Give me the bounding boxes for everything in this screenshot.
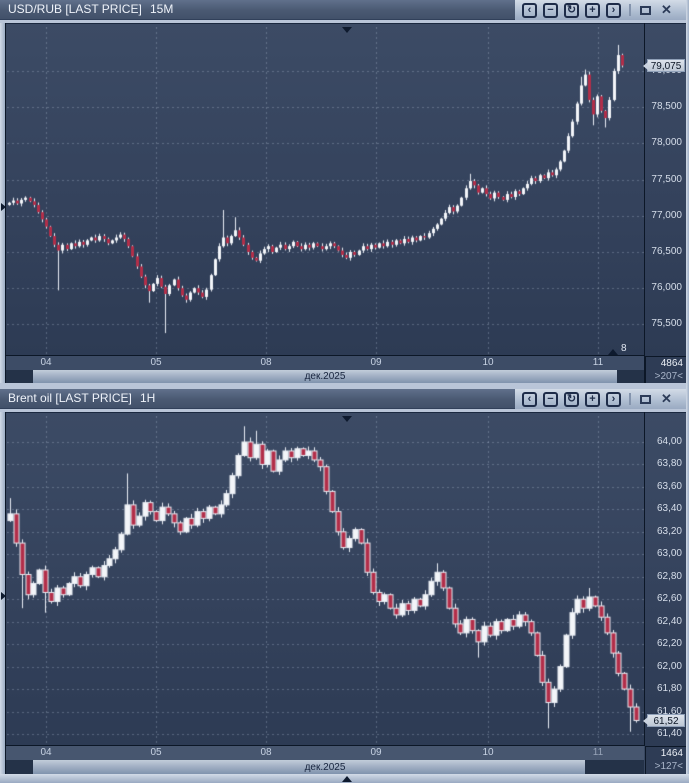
y-axis-label: 63,40 <box>656 503 682 514</box>
usdrub-panel-titlebar: USD/RUB [LAST PRICE] 15M ‹ − ↻ + › ✕ <box>0 0 689 20</box>
usdrub-left-scroll-strip[interactable] <box>0 23 6 383</box>
usdrub-last-price-tag: 79,075 <box>643 59 685 72</box>
x-axis-day-label: 08 <box>260 747 272 758</box>
scroll-position-down-arrow-icon <box>342 416 352 422</box>
x-axis-day-label: 09 <box>370 357 382 368</box>
toolbar-divider <box>629 4 631 16</box>
window-right-border <box>686 0 689 783</box>
window-bottom-border <box>0 774 689 783</box>
scroll-position-up-arrow-icon <box>342 776 352 782</box>
usdrub-bar-counter: 4864 >207< <box>645 356 686 383</box>
y-axis-label: 62,20 <box>656 638 682 649</box>
y-axis-label: 75,500 <box>651 318 682 329</box>
visible-range-count: >207< <box>654 371 683 382</box>
x-axis-day-label: 10 <box>482 357 494 368</box>
usdrub-candlestick-canvas[interactable] <box>7 27 644 355</box>
y-axis-label: 76,000 <box>651 282 682 293</box>
plot-bottom-border <box>6 355 644 356</box>
y-axis-label: 63,60 <box>656 481 682 492</box>
zoom-out-button[interactable]: − <box>543 2 558 18</box>
y-axis-label: 63,00 <box>656 548 682 559</box>
close-icon[interactable]: ✕ <box>661 2 672 17</box>
zoom-in-button[interactable]: + <box>585 2 600 18</box>
x-axis-day-label: 04 <box>40 357 52 368</box>
x-axis-day-label: 05 <box>150 747 162 758</box>
toolbar-divider <box>629 393 631 405</box>
scroll-right-button[interactable]: › <box>606 2 621 18</box>
left-position-marker-icon <box>1 592 6 600</box>
bar-count: 1464 <box>660 748 683 759</box>
y-axis-label: 63,80 <box>656 458 682 469</box>
x-axis-day-label: 08 <box>260 357 272 368</box>
month-label: дек.2025 <box>304 762 346 773</box>
scrollbar-thumb[interactable] <box>33 370 617 383</box>
x-axis-day-label: 04 <box>40 747 52 758</box>
scroll-right-button[interactable]: › <box>606 391 621 407</box>
brent-left-scroll-strip[interactable] <box>0 412 6 774</box>
plot-bottom-border <box>6 745 644 746</box>
bar-count: 4864 <box>660 358 683 369</box>
brent-candlestick-canvas[interactable] <box>7 416 644 746</box>
timeframe-label: 15M <box>150 2 174 16</box>
brent-time-scrollbar[interactable]: дек.2025 <box>6 760 644 774</box>
close-icon[interactable]: ✕ <box>661 391 672 406</box>
usdrub-toolbar: ‹ − ↻ + › ✕ <box>515 0 686 20</box>
y-axis-label: 78,000 <box>651 137 682 148</box>
x-axis-day-label: 09 <box>370 747 382 758</box>
y-axis-label: 62,00 <box>656 661 682 672</box>
refresh-button[interactable]: ↻ <box>564 2 579 18</box>
price-axis-separator <box>644 23 645 383</box>
price-axis-separator <box>644 412 645 774</box>
x-axis-day-label: 11 <box>592 747 604 758</box>
y-axis-label: 62,80 <box>656 571 682 582</box>
scroll-end-up-arrow-icon <box>608 349 618 355</box>
brent-toolbar: ‹ − ↻ + › ✕ <box>515 389 686 409</box>
x-axis-day-label: 05 <box>150 357 162 368</box>
y-axis-label: 61,40 <box>656 728 682 739</box>
x-axis-day-label: 10 <box>482 747 494 758</box>
left-position-marker-icon <box>1 203 6 211</box>
scroll-position-down-arrow-icon <box>342 27 352 33</box>
panel-title: Brent oil [LAST PRICE] <box>8 391 132 405</box>
y-axis-label: 78,500 <box>651 101 682 112</box>
y-axis-label: 62,40 <box>656 616 682 627</box>
zoom-in-button[interactable]: + <box>585 391 600 407</box>
restore-window-icon[interactable] <box>640 5 651 15</box>
scroll-left-button[interactable]: ‹ <box>522 391 537 407</box>
brent-price-axis[interactable]: 64,00 63,80 63,60 63,40 63,20 63,00 62,80 62,60… <box>645 416 686 746</box>
usdrub-time-scrollbar[interactable]: дек.2025 <box>6 370 644 383</box>
timeframe-label: 1H <box>140 391 156 405</box>
brent-date-axis[interactable]: 04 05 08 09 10 11 <box>6 746 644 760</box>
brent-last-price-tag: 61,52 <box>643 714 685 727</box>
visible-range-count: >127< <box>654 761 683 772</box>
restore-window-icon[interactable] <box>640 394 651 404</box>
refresh-button[interactable]: ↻ <box>564 391 579 407</box>
y-axis-label: 77,000 <box>651 210 682 221</box>
scroll-left-button[interactable]: ‹ <box>522 2 537 18</box>
month-label: дек.2025 <box>304 371 346 382</box>
y-axis-label: 64,00 <box>656 436 682 447</box>
y-axis-label: 62,60 <box>656 593 682 604</box>
panel-title: USD/RUB [LAST PRICE] <box>8 2 142 16</box>
usdrub-date-axis[interactable]: 04 05 08 09 10 11 <box>6 356 644 370</box>
usdrub-price-axis[interactable]: 79,00078,50078,00077,50077,00076,50076,0… <box>645 27 686 355</box>
zoom-out-button[interactable]: − <box>543 391 558 407</box>
brent-bar-counter: 1464 >127< <box>645 746 686 774</box>
y-axis-label: 63,20 <box>656 526 682 537</box>
scroll-end-label: 8 <box>621 343 627 354</box>
y-axis-label: 61,60 <box>656 706 682 717</box>
y-axis-label: 76,500 <box>651 246 682 257</box>
scrollbar-thumb[interactable] <box>33 760 585 774</box>
y-axis-label: 61,80 <box>656 683 682 694</box>
x-axis-day-label: 11 <box>592 357 604 368</box>
y-axis-label: 77,500 <box>651 174 682 185</box>
brent-panel-titlebar: Brent oil [LAST PRICE] 1H ‹ − ↻ + › ✕ <box>0 389 689 409</box>
